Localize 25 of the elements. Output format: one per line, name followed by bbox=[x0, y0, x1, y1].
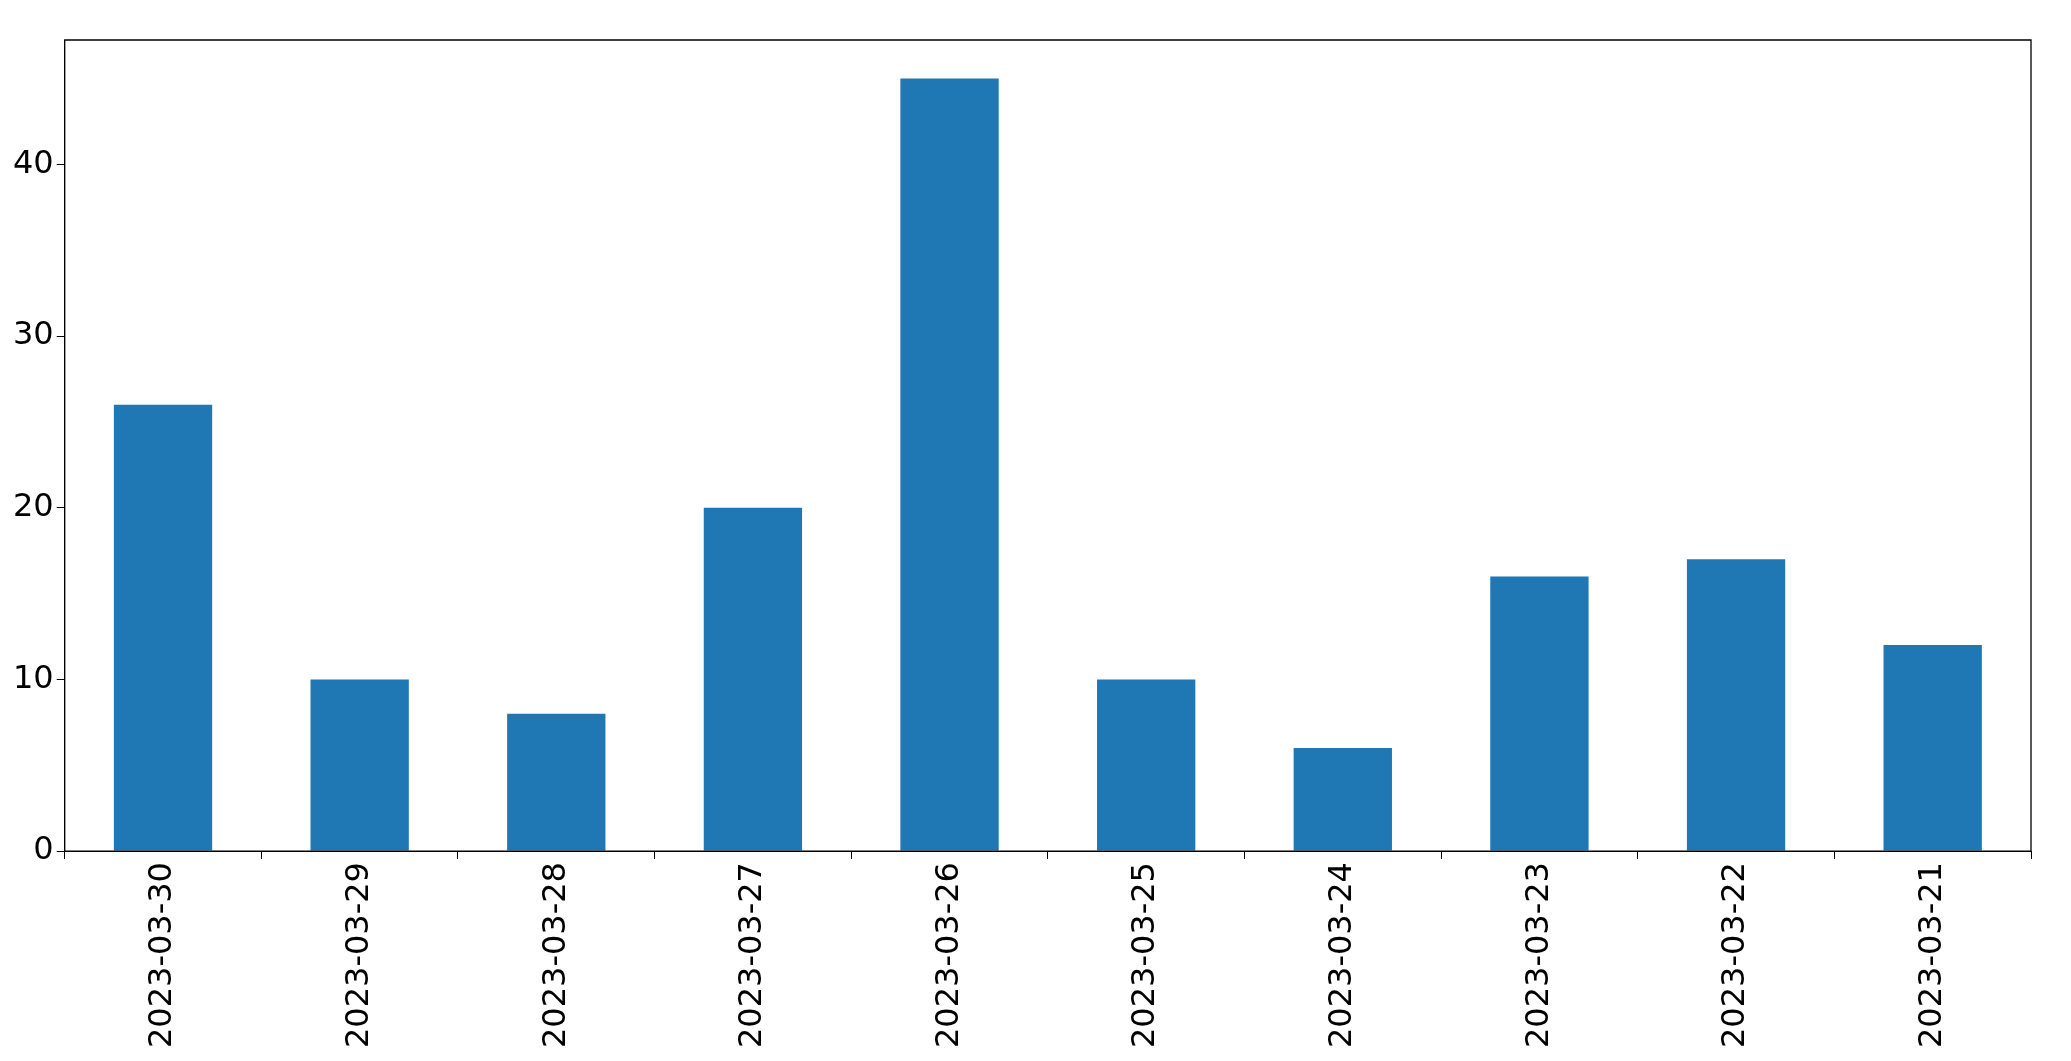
x-tick-label: 2023-03-26 bbox=[927, 862, 966, 1048]
x-tick-label: 2023-03-29 bbox=[337, 862, 376, 1048]
x-tick-label: 2023-03-21 bbox=[1911, 862, 1949, 1048]
bar bbox=[703, 507, 803, 851]
bar bbox=[1097, 679, 1196, 851]
bar bbox=[507, 713, 606, 851]
bar bbox=[113, 404, 213, 851]
bar bbox=[310, 679, 409, 851]
x-tick-label: 2023-03-27 bbox=[731, 862, 770, 1048]
x-tick-label: 2023-03-25 bbox=[1124, 862, 1163, 1048]
x-tick-label: 2023-03-23 bbox=[1517, 862, 1556, 1048]
bar bbox=[1686, 559, 1786, 851]
bar bbox=[1883, 645, 1982, 851]
bar bbox=[1293, 748, 1392, 851]
y-tick-label: 10 bbox=[13, 657, 54, 696]
y-tick-label: 30 bbox=[13, 314, 54, 353]
x-tick-label: 2023-03-28 bbox=[534, 862, 573, 1048]
y-tick-label: 40 bbox=[13, 142, 54, 181]
bar bbox=[1490, 576, 1589, 851]
y-tick-label: 20 bbox=[13, 486, 54, 525]
bar bbox=[900, 78, 999, 851]
x-tick-label: 2023-03-30 bbox=[141, 862, 180, 1048]
x-tick-label: 2023-03-22 bbox=[1714, 862, 1753, 1048]
y-tick-label: 0 bbox=[33, 829, 54, 868]
x-tick-label: 2023-03-24 bbox=[1321, 862, 1360, 1048]
